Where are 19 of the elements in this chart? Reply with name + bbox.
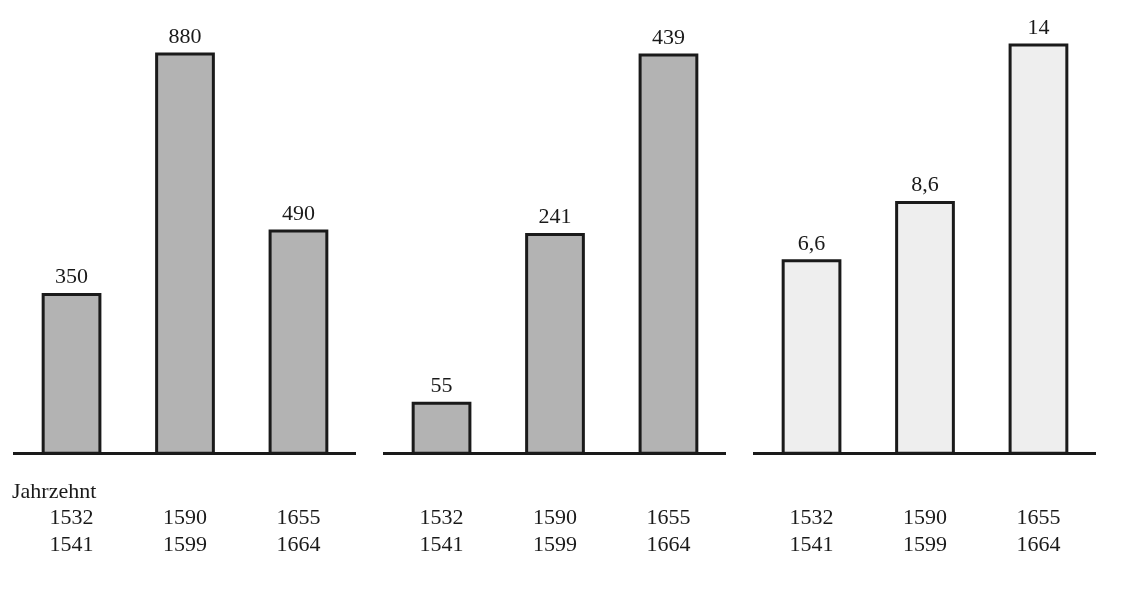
x-tick-label: 1590 1599	[163, 504, 207, 556]
x-tick-label: 1590 1599	[903, 504, 947, 556]
x-tick-label: 1532 1541	[419, 504, 464, 556]
x-tick-label: 1532 1541	[49, 504, 94, 556]
x-tick-label: 1655 1664	[276, 504, 321, 556]
data-label: 490	[281, 199, 315, 225]
data-label: 350	[55, 263, 89, 289]
data-label: 6,6	[797, 229, 826, 255]
data-label: 880	[168, 22, 202, 48]
x-tick-label: 1655 1664	[1016, 504, 1061, 556]
data-label: 8,6	[911, 171, 939, 197]
x-tick-label: 1590 1599	[533, 504, 577, 556]
x-axis-title: Jahrzehnt	[12, 478, 97, 504]
data-label: 241	[538, 203, 572, 229]
x-tick-label: 1655 1664	[646, 504, 691, 556]
data-label: 439	[651, 23, 685, 49]
data-label: 55	[430, 372, 453, 398]
x-tick-label: 1532 1541	[789, 504, 834, 556]
data-label: 14	[1027, 13, 1050, 39]
